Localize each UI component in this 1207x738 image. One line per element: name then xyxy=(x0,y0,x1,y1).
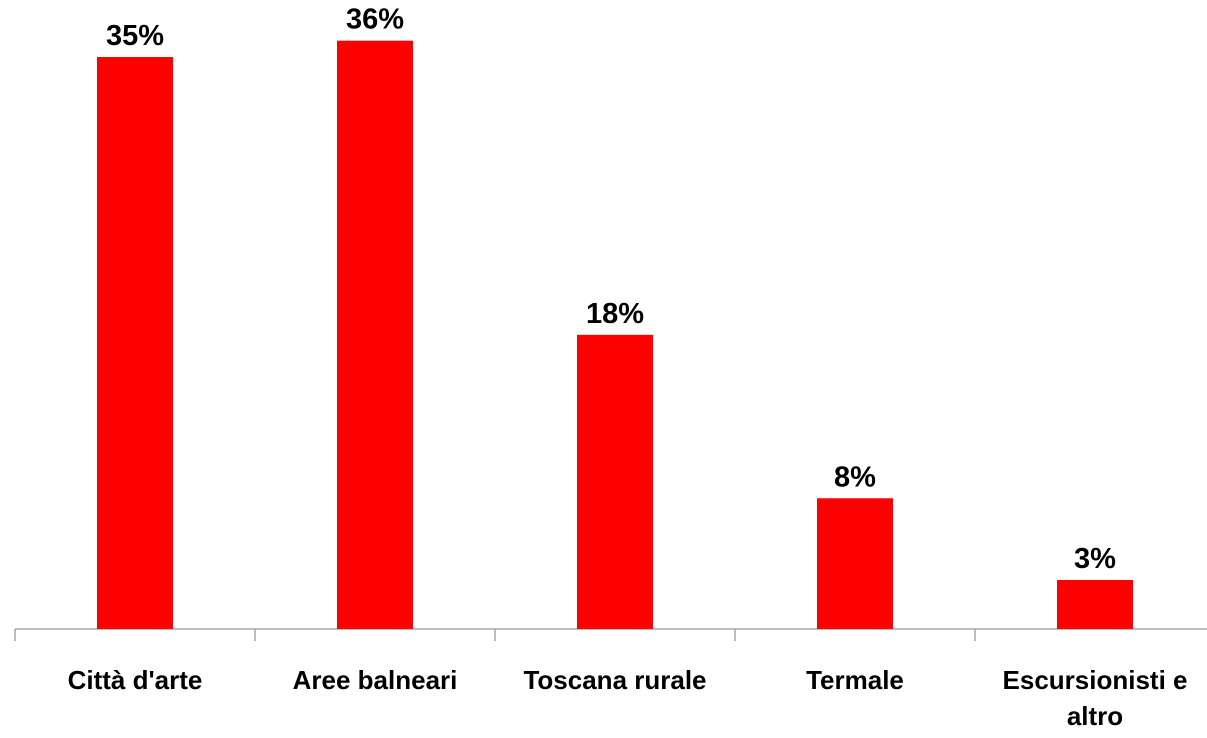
x-tick-label: Città d'arte xyxy=(67,665,203,695)
data-label: 35% xyxy=(106,20,164,52)
x-tick-label: Aree balneari xyxy=(292,665,458,695)
data-label: 3% xyxy=(1074,543,1116,575)
bar xyxy=(97,57,173,630)
data-label: 36% xyxy=(346,4,404,36)
data-label: 18% xyxy=(586,298,644,330)
bar xyxy=(1057,579,1133,629)
x-tick-label: Toscana rurale xyxy=(523,665,707,695)
x-tick-label: Termale xyxy=(806,665,904,695)
bar xyxy=(337,40,413,630)
data-label: 8% xyxy=(834,461,876,493)
bar xyxy=(817,498,893,629)
bar xyxy=(577,334,653,629)
x-tick-label: Escursionisti e altro xyxy=(1002,665,1188,731)
